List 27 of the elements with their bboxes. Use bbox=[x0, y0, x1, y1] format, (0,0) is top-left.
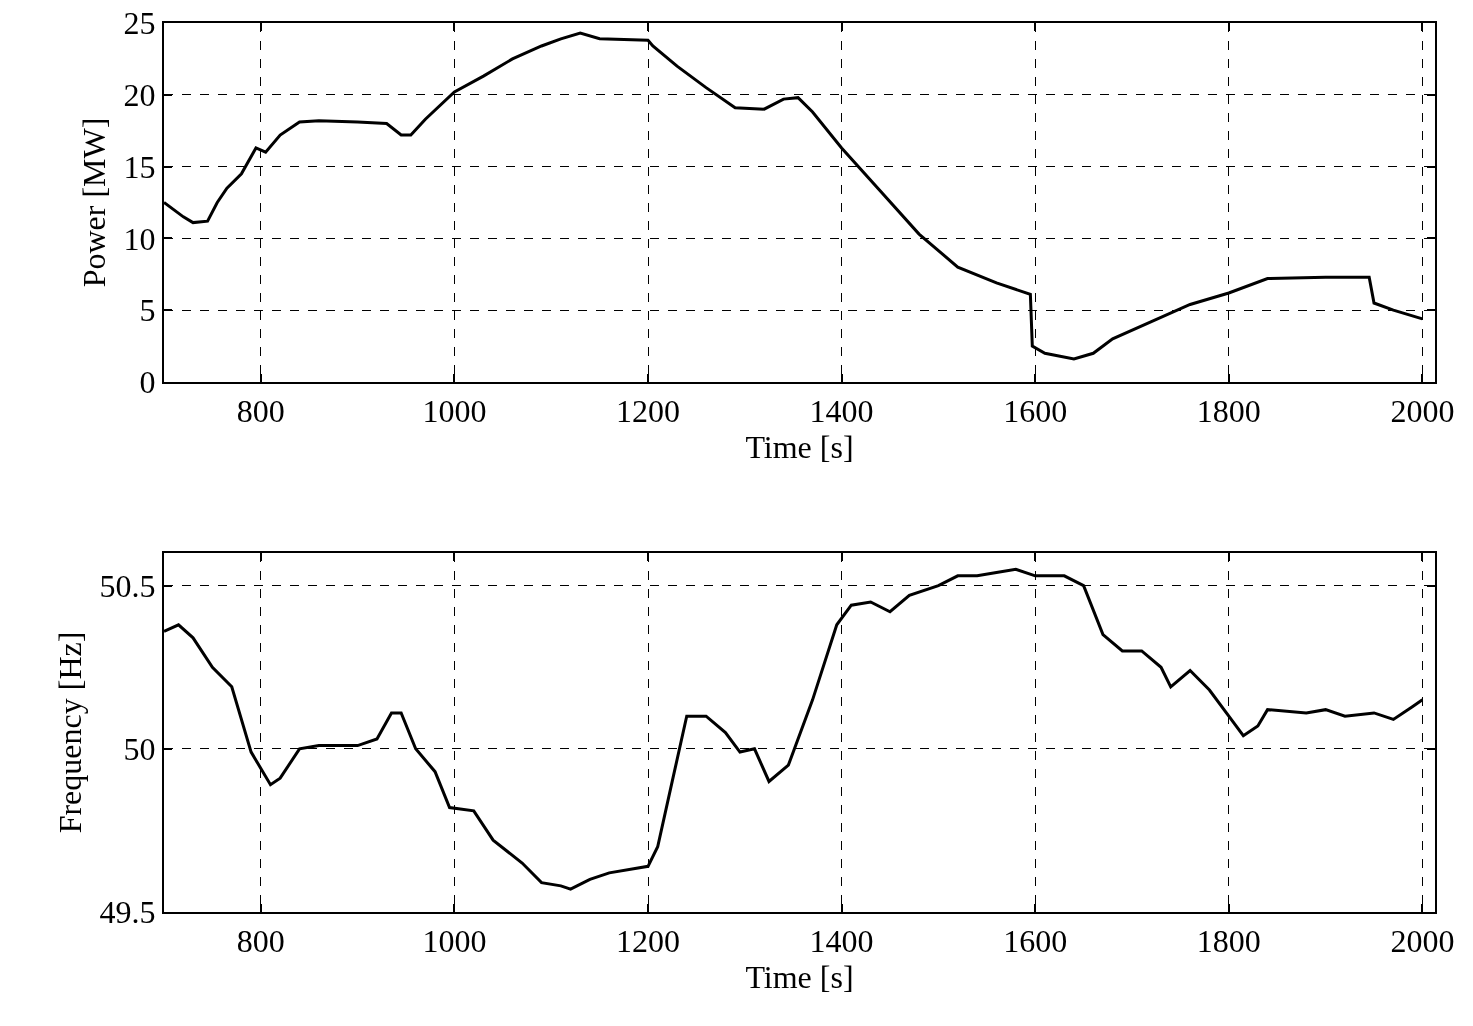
y-tick-label: 0 bbox=[139, 364, 156, 401]
y-tick-label: 10 bbox=[123, 220, 156, 257]
x-axis-title: Time [s] bbox=[745, 959, 854, 996]
x-tick-label: 1200 bbox=[616, 923, 681, 960]
x-tick-label: 1800 bbox=[1196, 393, 1261, 430]
y-tick-label: 5 bbox=[139, 292, 156, 329]
y-tick-label: 15 bbox=[123, 148, 156, 185]
y-tick-label: 20 bbox=[123, 77, 156, 113]
x-tick-label: 2000 bbox=[1390, 393, 1455, 430]
x-tick-label: 1400 bbox=[809, 923, 874, 960]
y-tick-label: 50 bbox=[123, 731, 156, 768]
x-tick-label: 1200 bbox=[616, 393, 681, 430]
x-tick-label: 800 bbox=[236, 393, 285, 430]
x-tick-label: 1000 bbox=[422, 923, 487, 960]
x-tick-label: 1600 bbox=[1003, 923, 1068, 960]
x-tick-label: 1600 bbox=[1003, 393, 1068, 430]
y-axis-title: Frequency [Hz] bbox=[52, 631, 89, 834]
x-tick-label: 1800 bbox=[1196, 923, 1261, 960]
y-axis-title: Power [MW] bbox=[76, 117, 113, 288]
x-tick-label: 1400 bbox=[809, 393, 874, 430]
y-tick-label: 49.5 bbox=[99, 894, 156, 931]
y-tick-label: 50.5 bbox=[99, 567, 156, 604]
x-tick-label: 2000 bbox=[1390, 923, 1455, 960]
x-tick-label: 1000 bbox=[422, 393, 487, 430]
y-tick-label: 25 bbox=[123, 5, 156, 42]
x-axis-title: Time [s] bbox=[745, 429, 854, 466]
x-tick-label: 800 bbox=[236, 923, 285, 960]
